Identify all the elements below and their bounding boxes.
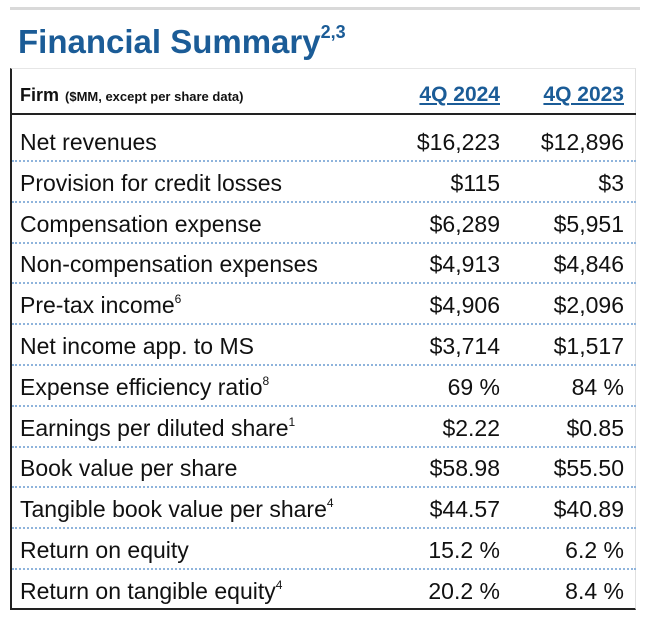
row-value: $55.50 <box>553 455 624 482</box>
row-value: $2,096 <box>553 292 624 319</box>
footnote-ref: 1 <box>288 414 296 429</box>
table-row: Non-compensation expenses $4,913 $4,846 <box>12 243 636 285</box>
row-value: 20.2 % <box>428 577 500 604</box>
row-label: Return on tangible equity4 <box>20 578 282 605</box>
firm-label: Firm <box>20 85 60 105</box>
footnote-ref: 6 <box>174 292 182 307</box>
row-label: Return on equity <box>20 537 189 564</box>
row-value: $1,517 <box>553 333 624 359</box>
row-value: $115 <box>450 169 500 196</box>
row-value: $16,223 <box>416 129 500 155</box>
row-label-text: Net income app. to MS <box>20 333 254 359</box>
table-row: Return on tangible equity4 20.2 % 8.4 % <box>12 570 636 611</box>
footnote-ref: 4 <box>326 496 334 511</box>
row-label: Net income app. to MS <box>20 333 254 360</box>
row-value: $0.85 <box>566 414 624 441</box>
table-header: Firm ($MM, except per share data) 4Q 2024… <box>12 77 636 115</box>
row-value: $58.98 <box>429 455 500 482</box>
row-label: Net revenues <box>20 129 157 156</box>
footnote-ref: 4 <box>275 577 283 592</box>
table-row: Return on equity 15.2 % 6.2 % <box>12 529 636 570</box>
row-value: $5,951 <box>553 210 624 237</box>
table-row: Tangible book value per share4 $44.57 $40.… <box>12 488 636 530</box>
top-rule <box>10 7 640 10</box>
row-label: Compensation expense <box>20 211 262 238</box>
row-label: Earnings per diluted share1 <box>20 415 295 442</box>
row-value: $3,714 <box>429 333 500 359</box>
table-row: Pre-tax income6 $4,906 $2,096 <box>12 284 636 326</box>
table-row: Expense efficiency ratio8 69 % 84 % <box>12 366 636 407</box>
row-value: 15.2 % <box>428 537 500 563</box>
row-value: $4,846 <box>553 251 624 278</box>
row-label: Pre-tax income6 <box>20 292 181 319</box>
row-value: 84 % <box>571 373 624 400</box>
footnote-ref: 8 <box>262 373 270 388</box>
row-value: 8.4 % <box>565 577 624 604</box>
row-label: Expense efficiency ratio8 <box>20 374 269 401</box>
row-label-text: Non-compensation expenses <box>20 251 318 278</box>
row-label-text: Net revenues <box>20 129 157 155</box>
row-label-text: Expense efficiency ratio <box>20 373 263 400</box>
row-value: $6,289 <box>429 210 500 237</box>
row-value: $44.57 <box>429 496 500 523</box>
row-label-text: Return on equity <box>20 537 189 563</box>
title: Financial Summary2,3 <box>18 22 346 61</box>
row-label: Tangible book value per share4 <box>20 496 334 523</box>
table-row: Compensation expense $6,289 $5,951 <box>12 203 636 244</box>
period-header: 4Q 2024 <box>419 83 500 106</box>
row-label-text: Book value per share <box>20 455 238 482</box>
header-label: Firm ($MM, except per share data) <box>20 85 243 106</box>
row-value: $12,896 <box>540 129 624 155</box>
table-row: Provision for credit losses $115 $3 <box>12 162 636 203</box>
period-header: 4Q 2023 <box>543 83 624 106</box>
row-value: 6.2 % <box>565 537 624 563</box>
summary-table: Firm ($MM, except per share data) 4Q 2024… <box>10 68 636 610</box>
row-value: $3 <box>598 169 624 196</box>
table-row: Net revenues $16,223 $12,896 <box>12 121 636 162</box>
row-value: $4,913 <box>429 251 500 278</box>
row-label: Provision for credit losses <box>20 170 282 197</box>
row-label-text: Compensation expense <box>20 210 262 237</box>
table-row: Book value per share $58.98 $55.50 <box>12 447 636 489</box>
row-label-text: Provision for credit losses <box>20 169 283 196</box>
row-value: $2.22 <box>442 414 500 441</box>
row-value: 69 % <box>447 373 500 400</box>
row-label-text: Earnings per diluted share <box>20 414 289 441</box>
unit-note: ($MM, except per share data) <box>65 89 244 104</box>
title-footnote: 2,3 <box>320 22 346 42</box>
table-row: Net income app. to MS $3,714 $1,517 <box>12 325 636 366</box>
title-text: Financial Summary <box>18 23 321 60</box>
row-label-text: Return on tangible equity <box>20 577 276 604</box>
row-label: Book value per share <box>20 455 237 482</box>
row-label: Non-compensation expenses <box>20 251 318 278</box>
row-label-text: Tangible book value per share <box>20 496 327 523</box>
row-label-text: Pre-tax income <box>20 292 175 319</box>
row-value: $40.89 <box>553 496 624 523</box>
row-value: $4,906 <box>429 292 500 319</box>
table-row: Earnings per diluted share1 $2.22 $0.85 <box>12 407 636 448</box>
